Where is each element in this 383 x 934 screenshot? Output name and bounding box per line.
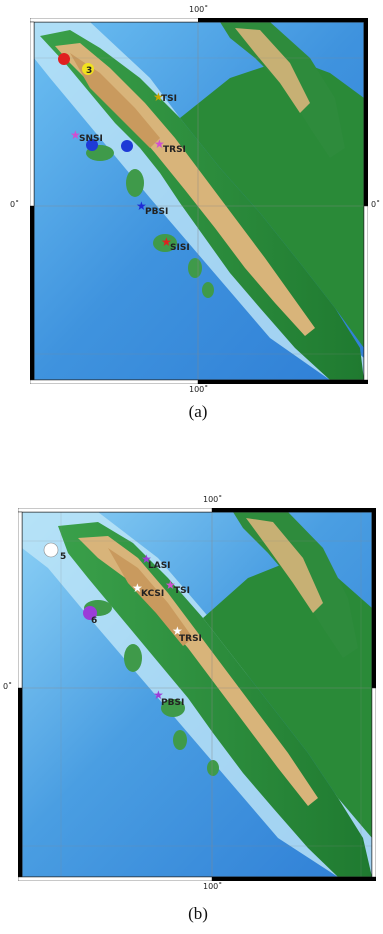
- caption-b: (b): [188, 904, 208, 923]
- caption-a: (a): [188, 402, 208, 421]
- map-b-svg: 5 6 ★ LASI ★ TSI ★ KCSI ★ TRSI ★ PBSI: [17, 507, 377, 882]
- malay-peninsula: [220, 22, 345, 158]
- frame-left-white: [17, 511, 23, 689]
- event-marker-3[interactable]: [82, 63, 94, 75]
- tick-top-100: 100˚: [203, 495, 223, 504]
- event-marker-blue-1[interactable]: [86, 139, 98, 151]
- frame-left-white: [29, 21, 35, 207]
- station-star-pbsi[interactable]: ★: [136, 199, 147, 213]
- peninsula-highland: [235, 28, 310, 113]
- island-pagai: [202, 282, 214, 298]
- highland-peak: [108, 548, 193, 646]
- island-nias: [124, 644, 142, 672]
- station-label: PBSI: [161, 698, 184, 708]
- event-label: 5: [60, 552, 66, 562]
- frame-right-white: [371, 687, 377, 878]
- event-marker-red[interactable]: [58, 53, 70, 65]
- highland-peak: [70, 53, 160, 148]
- station-star-lasi[interactable]: ★: [141, 552, 152, 566]
- island-siberut: [161, 699, 185, 717]
- frame-bottom-white: [29, 379, 199, 385]
- sumatra-land: [58, 522, 372, 877]
- tick-bottom-100: 100˚: [189, 385, 209, 394]
- station-label: LASI: [148, 561, 171, 571]
- event-marker-blue-2[interactable]: [121, 140, 133, 152]
- station-label: TRSI: [163, 145, 186, 155]
- barisan-highland: [78, 536, 318, 806]
- tick-left-0: 0˚: [10, 200, 20, 209]
- island-sipora: [173, 730, 187, 750]
- station-star-kcsi[interactable]: ★: [132, 581, 143, 595]
- station-label: TSI: [161, 94, 177, 104]
- map-a-svg: 3 ★ TSI ★ SNSI ★ TRSI ★ PBSI ★ SISI: [29, 17, 369, 385]
- tick-bottom-100: 100˚: [203, 882, 223, 891]
- barisan-highland: [55, 43, 315, 336]
- island-siberut: [153, 234, 177, 252]
- event-label: 6: [91, 616, 97, 626]
- station-star-snsi[interactable]: ★: [70, 128, 81, 142]
- station-star-trsi[interactable]: ★: [172, 624, 183, 638]
- frame-bottom-black: [198, 380, 368, 384]
- station-star-tsi[interactable]: ★: [165, 578, 176, 592]
- station-label: TRSI: [179, 634, 202, 644]
- station-label: SISI: [170, 243, 190, 253]
- station-label: SNSI: [79, 134, 103, 144]
- frame-top-black: [212, 508, 376, 512]
- tick-left-0: 0˚: [3, 682, 13, 691]
- island-sipora: [188, 258, 202, 278]
- station-label: TSI: [174, 586, 190, 596]
- frame-right-black: [364, 22, 368, 206]
- frame-left-black: [18, 688, 22, 877]
- frame-left-black: [30, 206, 34, 380]
- island-pagai: [207, 760, 219, 776]
- tick-top-100: 100˚: [189, 5, 209, 14]
- station-label: KCSI: [141, 589, 164, 599]
- station-label: PBSI: [145, 207, 168, 217]
- frame-bottom-white: [17, 876, 213, 882]
- island-nias: [126, 169, 144, 197]
- station-star-trsi[interactable]: ★: [154, 137, 165, 151]
- frame-top-white: [17, 507, 213, 513]
- station-star-tsi[interactable]: ★: [153, 90, 164, 104]
- map-panel-a: 3 ★ TSI ★ SNSI ★ TRSI ★ PBSI ★ SISI 100˚…: [10, 5, 380, 394]
- tick-right-0: 0˚: [371, 200, 381, 209]
- station-star-pbsi[interactable]: ★: [153, 688, 164, 702]
- event-label: 3: [86, 66, 92, 76]
- frame-right-black: [372, 512, 376, 688]
- frame-right-white: [363, 205, 369, 381]
- frame-bottom-black: [212, 877, 376, 881]
- map-panel-b: 5 6 ★ LASI ★ TSI ★ KCSI ★ TRSI ★ PBSI 10…: [3, 495, 377, 891]
- event-marker-5[interactable]: [43, 542, 59, 558]
- peninsula-highland: [246, 518, 323, 613]
- frame-top-black: [198, 18, 368, 22]
- event-marker-6[interactable]: [83, 606, 97, 620]
- station-star-sisi[interactable]: ★: [161, 235, 172, 249]
